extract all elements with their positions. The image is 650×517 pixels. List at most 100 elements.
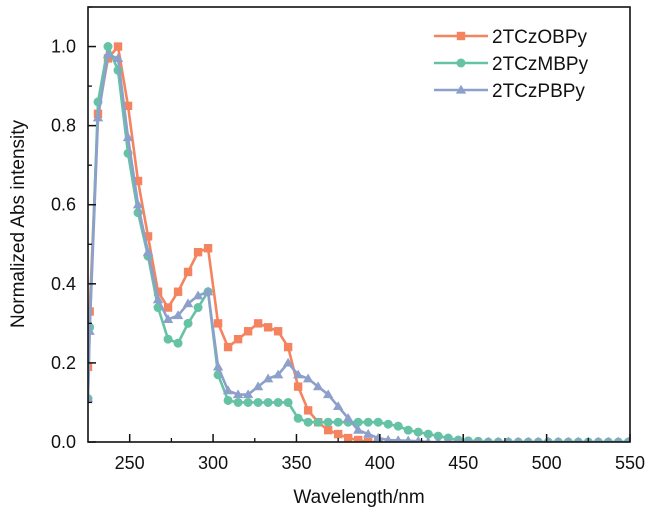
data-point	[173, 338, 183, 348]
x-tick-label: 550	[615, 453, 645, 473]
x-tick-label: 400	[365, 453, 395, 473]
data-point	[183, 318, 193, 328]
data-point	[505, 436, 512, 442]
data-point	[92, 112, 104, 122]
data-point	[213, 319, 223, 328]
data-point	[322, 389, 334, 399]
data-point	[273, 327, 283, 336]
data-point	[193, 247, 203, 257]
x-tick-label: 450	[448, 453, 478, 473]
data-point	[173, 287, 183, 296]
x-axis-title: Wavelength/nm	[293, 487, 424, 508]
legend-item: 2TCzMBPy	[434, 54, 589, 75]
x-tick-label: 250	[115, 453, 145, 473]
data-point	[282, 357, 294, 367]
x-axis: 250 300 350 400 450 500 550	[115, 434, 645, 473]
legend-marker	[456, 31, 466, 41]
data-point	[153, 287, 163, 296]
data-point	[163, 334, 173, 344]
data-point	[142, 246, 154, 256]
data-point	[262, 373, 274, 383]
data-point	[272, 369, 284, 379]
data-point	[102, 49, 114, 59]
data-point	[363, 437, 373, 442]
data-point	[353, 417, 363, 427]
data-point	[152, 294, 164, 304]
data-point	[212, 361, 224, 371]
data-point	[253, 397, 263, 407]
series-layer	[88, 42, 630, 442]
data-point	[455, 436, 462, 442]
y-tick-label: 1.0	[51, 37, 76, 57]
data-point	[263, 323, 273, 332]
series-line	[88, 53, 629, 442]
data-point	[88, 393, 94, 403]
data-point	[253, 319, 263, 328]
data-point	[535, 436, 542, 442]
data-point	[435, 436, 442, 442]
data-point	[383, 419, 393, 429]
data-point	[363, 417, 373, 427]
data-point	[182, 298, 194, 308]
y-tick-label: 0.4	[51, 274, 76, 294]
data-point	[595, 436, 602, 442]
data-point	[302, 373, 314, 383]
data-point	[143, 232, 153, 241]
data-point	[222, 385, 234, 395]
data-point	[283, 397, 293, 407]
data-point	[132, 199, 144, 209]
data-point	[555, 436, 562, 442]
data-point	[303, 406, 313, 415]
data-point	[342, 413, 354, 422]
data-point	[403, 425, 413, 435]
data-point	[575, 436, 582, 442]
data-point	[333, 429, 343, 439]
y-axis-title: Normalized Abs intensity	[8, 119, 29, 328]
data-point	[383, 434, 393, 442]
data-point	[293, 382, 303, 391]
series-2TCzMBPy	[88, 42, 630, 442]
data-point	[393, 421, 403, 431]
data-point	[404, 435, 412, 442]
data-point	[625, 436, 630, 442]
data-point	[183, 267, 193, 277]
x-tick-label: 300	[198, 453, 228, 473]
data-point	[263, 397, 273, 407]
y-tick-label: 0.0	[51, 432, 76, 452]
data-point	[123, 101, 133, 111]
y-tick-label: 0.2	[51, 353, 76, 373]
data-point	[433, 431, 443, 441]
legend-item: 2TCzOBPy	[434, 27, 588, 48]
legend-marker	[456, 58, 466, 68]
data-point	[394, 435, 403, 442]
data-point	[565, 436, 572, 442]
data-point	[193, 303, 203, 313]
data-point	[273, 397, 283, 407]
data-point	[525, 436, 532, 442]
data-point	[252, 381, 264, 391]
data-point	[323, 417, 333, 427]
data-point	[485, 436, 492, 442]
data-point	[372, 432, 384, 442]
data-point	[122, 132, 134, 142]
data-point	[495, 436, 502, 442]
data-point	[343, 433, 353, 442]
data-point	[162, 314, 174, 324]
series-2TCzPBPy	[88, 49, 630, 442]
data-point	[293, 413, 303, 423]
data-point	[615, 436, 622, 442]
data-point	[103, 42, 113, 52]
data-point	[605, 436, 612, 442]
data-point	[243, 327, 253, 336]
legend: 2TCzOBPy 2TCzMBPy 2TCzPBPy	[434, 27, 589, 102]
data-point	[313, 417, 323, 427]
data-point	[192, 290, 204, 300]
plot-frame	[87, 6, 631, 443]
y-axis: 0.0 0.2 0.4 0.6 0.8 1.0	[51, 6, 96, 452]
data-point	[223, 395, 233, 405]
data-point	[113, 42, 123, 51]
x-tick-label: 350	[281, 453, 311, 473]
data-point	[233, 397, 243, 407]
y-tick-label: 0.6	[51, 195, 76, 215]
